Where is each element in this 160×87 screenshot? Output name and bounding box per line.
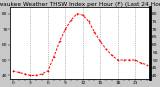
Title: Milwaukee Weather THSW Index per Hour (F) (Last 24 Hours): Milwaukee Weather THSW Index per Hour (F… xyxy=(0,2,160,7)
